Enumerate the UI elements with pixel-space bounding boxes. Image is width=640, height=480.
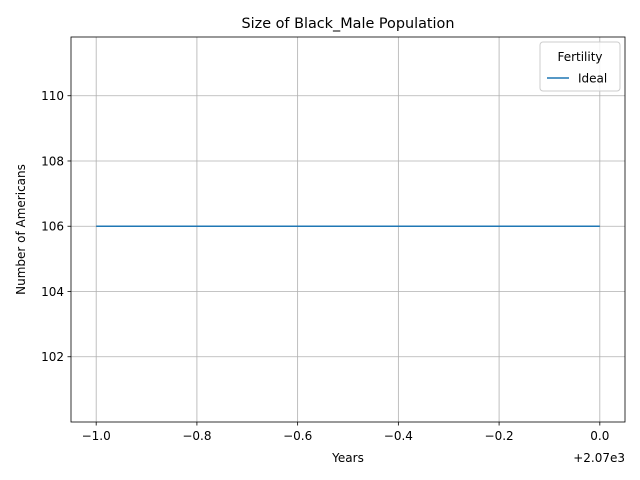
x-tick-label: −0.4 <box>384 429 413 443</box>
x-axis-label: Years <box>331 451 364 465</box>
plot-area-frame <box>70 36 626 423</box>
y-tick-label: 102 <box>41 350 64 364</box>
x-axis-ticks: −1.0 −0.8 −0.6 −0.4 −0.2 0.0 <box>82 422 609 443</box>
legend-title: Fertility <box>557 50 602 64</box>
x-tick-label: −0.8 <box>182 429 211 443</box>
y-tick-label: 106 <box>41 220 64 234</box>
x-tick-label: 0.0 <box>590 429 609 443</box>
y-tick-label: 108 <box>41 154 64 168</box>
y-axis-label: Number of Americans <box>14 164 28 295</box>
x-tick-label: −0.6 <box>283 429 312 443</box>
y-axis-ticks: 102 104 106 108 110 <box>41 89 71 364</box>
legend: Fertility Ideal <box>539 41 621 92</box>
legend-label: Ideal <box>578 71 607 85</box>
y-tick-label: 110 <box>41 89 64 103</box>
chart-title: Size of Black_Male Population <box>242 16 455 32</box>
x-tick-label: −1.0 <box>82 429 111 443</box>
x-axis-offset-label: +2.07e3 <box>573 451 625 465</box>
legend-entries: Ideal <box>547 71 607 85</box>
y-tick-label: 104 <box>41 285 64 299</box>
x-tick-label: −0.2 <box>485 429 514 443</box>
